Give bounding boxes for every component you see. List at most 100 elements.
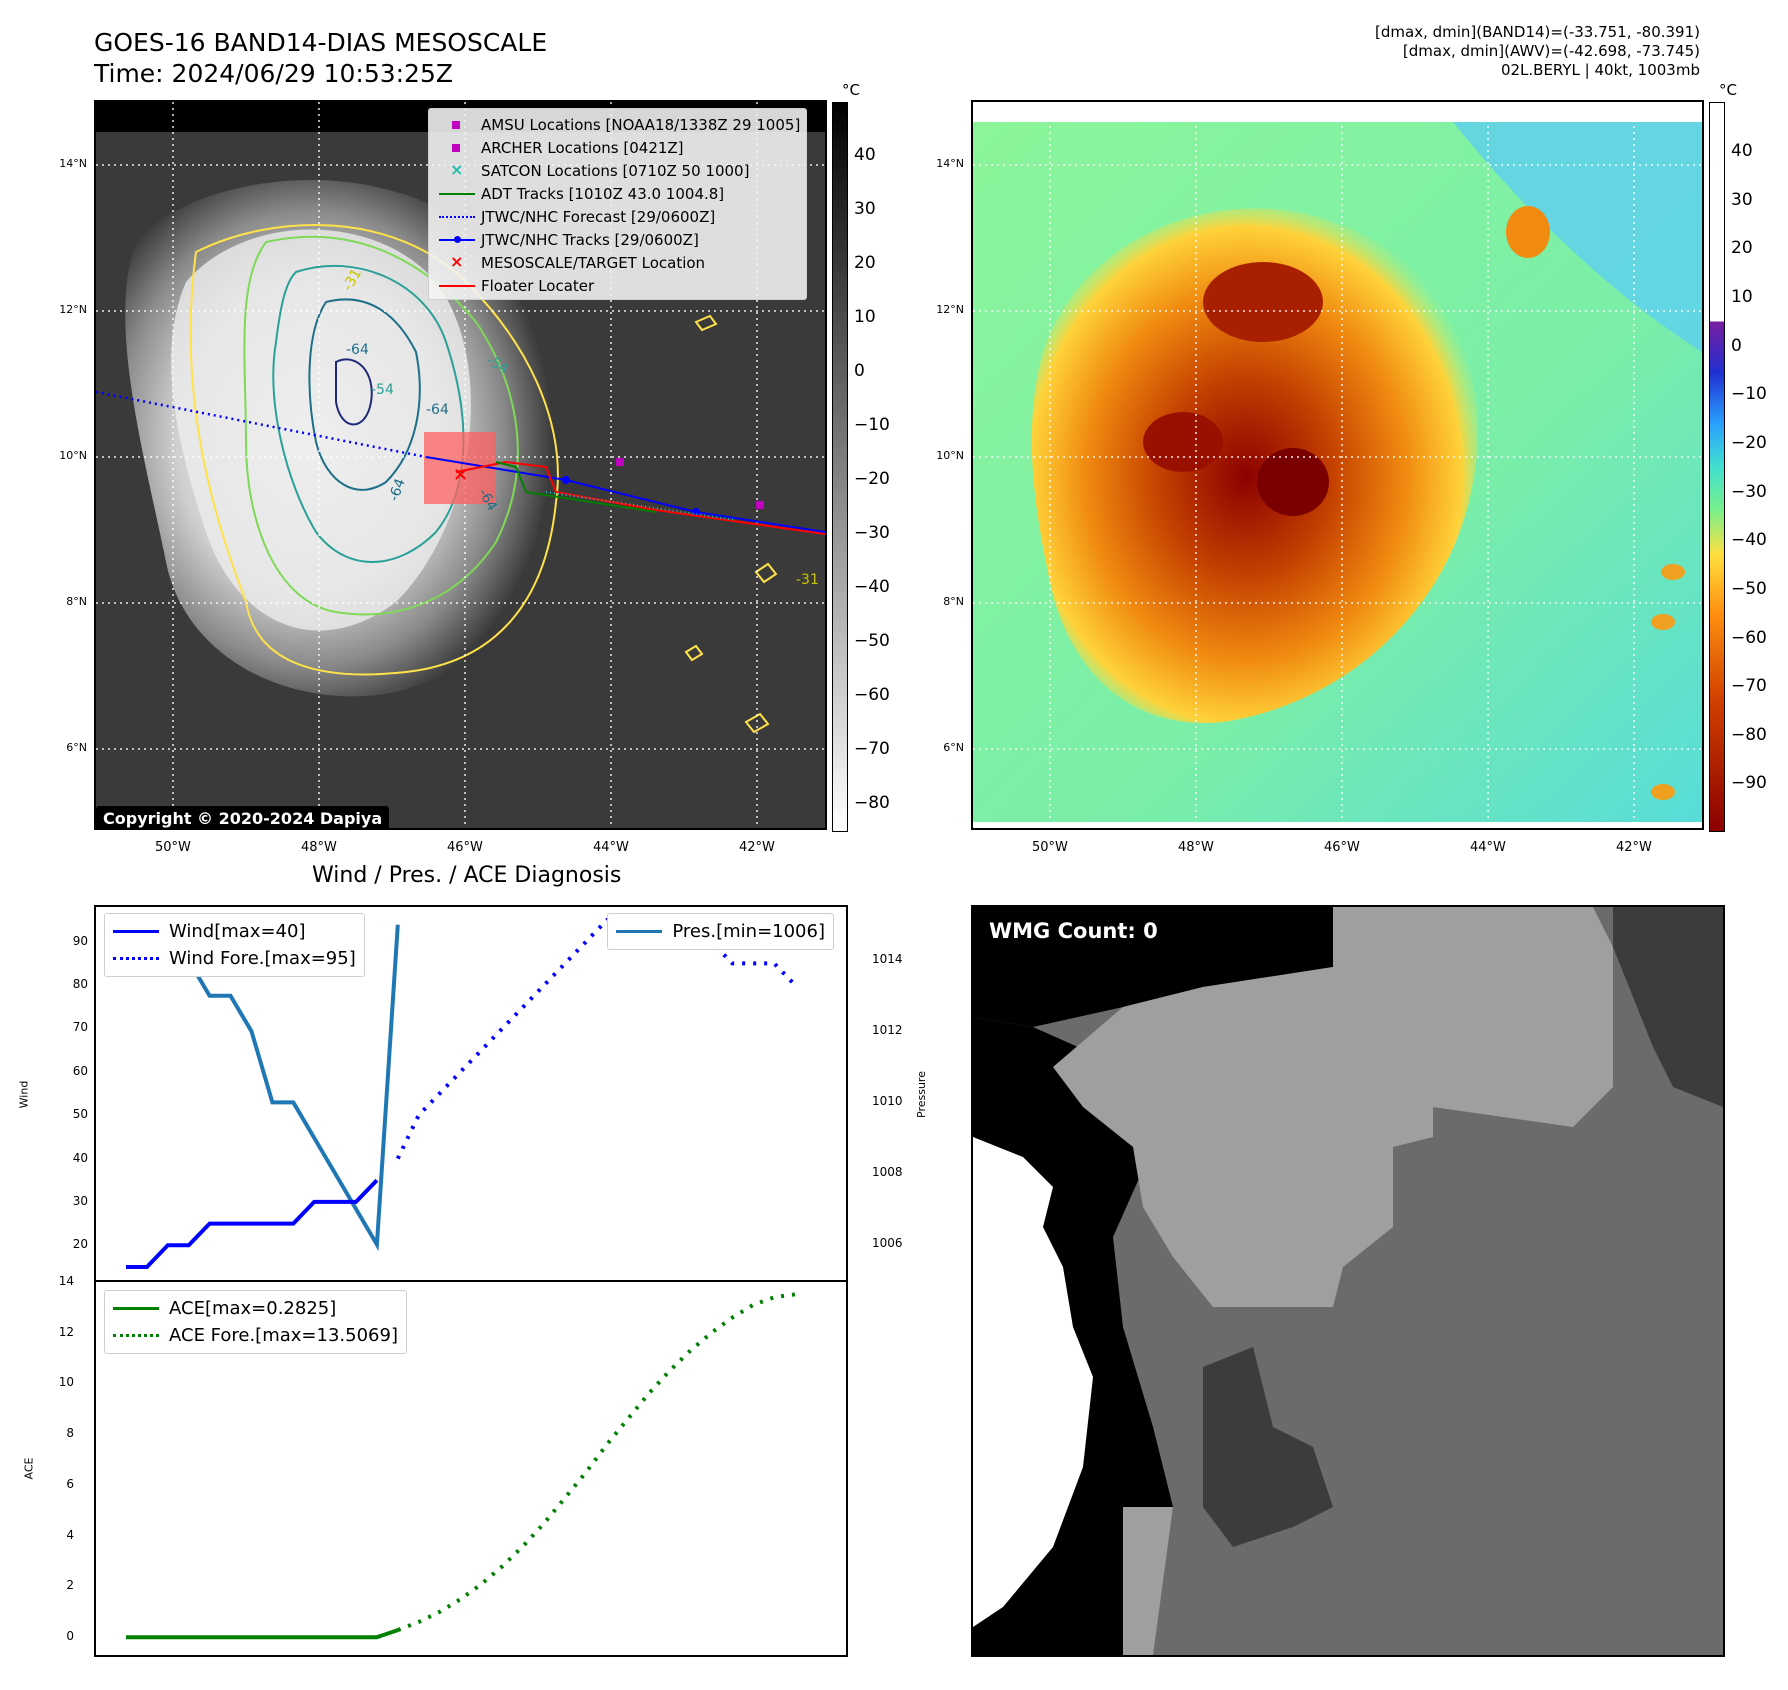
lon-label-46w: 46°W bbox=[447, 840, 483, 855]
wind-line bbox=[126, 1178, 379, 1269]
cb-right-label-10: 10 bbox=[1731, 287, 1753, 307]
r-lon-label-50w: 50°W bbox=[1032, 840, 1068, 855]
legend-item-satcon: × SATCON Locations [0710Z 50 1000] bbox=[450, 159, 750, 180]
colorbar-left bbox=[832, 102, 848, 832]
legend-wind: Wind[max=40] bbox=[113, 918, 356, 945]
ace-plot bbox=[126, 1292, 796, 1640]
ace-tick-10: 10 bbox=[58, 1375, 74, 1390]
lon-label-48w: 48°W bbox=[301, 840, 337, 855]
ace-chart: ACE[max=0.2825] ACE Fore.[max=13.5069] bbox=[94, 1280, 848, 1657]
cb-right-label-m10: −10 bbox=[1731, 384, 1767, 404]
ace-tick-12: 12 bbox=[58, 1324, 74, 1339]
lat-label-6n: 6°N bbox=[66, 741, 87, 754]
ir-map-panel: × AMSU Locations [NOAA18/1338Z 29 1005] … bbox=[94, 100, 827, 830]
ace-tick-8: 8 bbox=[66, 1426, 74, 1441]
cb-left-label-m30: −30 bbox=[854, 523, 890, 543]
pressure-tick-1010: 1010 bbox=[872, 1094, 903, 1109]
lat-label-12n: 12°N bbox=[59, 303, 87, 316]
cb-right-label-m50: −50 bbox=[1731, 579, 1767, 599]
lon-label-44w: 44°W bbox=[593, 840, 629, 855]
map-legend: AMSU Locations [NOAA18/1338Z 29 1005] AR… bbox=[428, 108, 808, 300]
lat-label-8n: 8°N bbox=[66, 595, 87, 608]
ace-tick-4: 4 bbox=[66, 1527, 74, 1542]
wind-tick-60: 60 bbox=[72, 1063, 88, 1078]
contour-label-4: -64 bbox=[426, 402, 449, 418]
cb-right-label-m20: −20 bbox=[1731, 433, 1767, 453]
lat-label-10n: 10°N bbox=[59, 449, 87, 462]
cb-left-label-m50: −50 bbox=[854, 631, 890, 651]
contour-label-5: -54 bbox=[371, 382, 394, 398]
ace-line bbox=[126, 1628, 399, 1640]
wmg-image bbox=[973, 907, 1723, 1655]
cb-right-label-m70: −70 bbox=[1731, 676, 1767, 696]
wind-tick-40: 40 bbox=[72, 1150, 88, 1165]
wind-axis-label: Wind bbox=[17, 1080, 31, 1109]
awv-map-image bbox=[973, 102, 1702, 828]
cb-left-label-0: 0 bbox=[854, 361, 865, 381]
map-title: GOES-16 BAND14-DIAS MESOSCALE Time: 2024… bbox=[94, 27, 547, 89]
ace-tick-14: 14 bbox=[58, 1274, 74, 1288]
r-lon-label-48w: 48°W bbox=[1178, 840, 1214, 855]
cb-right-label-m80: −80 bbox=[1731, 725, 1767, 745]
legend-ace: ACE[max=0.2825] bbox=[113, 1295, 398, 1322]
pressure-tick-1008: 1008 bbox=[872, 1165, 903, 1180]
cb-right-label-30: 30 bbox=[1731, 190, 1753, 210]
cb-right-label-20: 20 bbox=[1731, 238, 1753, 258]
ace-tick-0: 0 bbox=[66, 1629, 74, 1644]
wind-pressure-chart: Wind[max=40] Wind Fore.[max=95] Pres.[mi… bbox=[94, 905, 848, 1282]
cb-left-label-30: 30 bbox=[854, 199, 876, 219]
stats-line-2: [dmax, dmin](AWV)=(-42.698, -73.745) bbox=[1402, 42, 1700, 60]
wmg-count-label: WMG Count: 0 bbox=[989, 919, 1158, 943]
legend-item-tracks: JTWC/NHC Tracks [29/0600Z] bbox=[435, 228, 800, 251]
cb-right-label-m30: −30 bbox=[1731, 482, 1767, 502]
wind-tick-30: 30 bbox=[72, 1193, 88, 1208]
cb-right-label-0: 0 bbox=[1731, 336, 1742, 356]
contour-label-8: -31 bbox=[796, 572, 819, 588]
cb-left-label-m10: −10 bbox=[854, 415, 890, 435]
pressure-tick-1006: 1006 bbox=[872, 1236, 903, 1251]
cb-left-label-m40: −40 bbox=[854, 577, 890, 597]
r-lon-label-46w: 46°W bbox=[1324, 840, 1360, 855]
r-lat-label-6n: 6°N bbox=[943, 741, 964, 754]
pressure-tick-1014: 1014 bbox=[872, 952, 903, 967]
cb-left-label-m60: −60 bbox=[854, 685, 890, 705]
contour-label-3: -64 bbox=[346, 342, 369, 358]
legend-pressure: Pres.[min=1006] bbox=[616, 918, 825, 945]
legend-item-archer: ARCHER Locations [0421Z] bbox=[435, 136, 800, 159]
awv-map-panel bbox=[971, 100, 1704, 830]
wmg-panel: WMG Count: 0 bbox=[971, 905, 1725, 1657]
cb-left-label-20: 20 bbox=[854, 253, 876, 273]
cb-right-label-m40: −40 bbox=[1731, 530, 1767, 550]
lon-label-42w: 42°W bbox=[739, 840, 775, 855]
cb-right-label-m90: −90 bbox=[1731, 773, 1767, 793]
cb-left-label-m20: −20 bbox=[854, 469, 890, 489]
r-lat-label-8n: 8°N bbox=[943, 595, 964, 608]
ace-axis-label: ACE bbox=[22, 1457, 36, 1480]
legend-item-forecast: JTWC/NHC Forecast [29/0600Z] bbox=[435, 205, 800, 228]
cb-right-label-40: 40 bbox=[1731, 141, 1753, 161]
colorbar-right bbox=[1709, 102, 1725, 832]
wind-tick-90: 90 bbox=[72, 933, 88, 948]
r-lat-label-10n: 10°N bbox=[936, 449, 964, 462]
copyright-badge: Copyright © 2020-2024 Dapiya bbox=[96, 806, 390, 828]
ace-forecast-line bbox=[397, 1292, 796, 1632]
pressure-legend: Pres.[min=1006] bbox=[607, 913, 834, 950]
cb-left-label-m80: −80 bbox=[854, 793, 890, 813]
wind-tick-20: 20 bbox=[72, 1237, 88, 1252]
stats-block: [dmax, dmin](BAND14)=(-33.751, -80.391) … bbox=[1375, 23, 1700, 80]
stats-line-3: 02L.BERYL | 40kt, 1003mb bbox=[1500, 61, 1700, 79]
r-lat-label-14n: 14°N bbox=[936, 157, 964, 170]
pressure-axis-label: Pressure bbox=[914, 1071, 928, 1118]
lat-label-14n: 14°N bbox=[59, 157, 87, 170]
legend-wind-fore: Wind Fore.[max=95] bbox=[113, 945, 356, 972]
legend-item-floater: Floater Locater bbox=[435, 274, 800, 297]
cb-left-label-m70: −70 bbox=[854, 739, 890, 759]
wind-tick-50: 50 bbox=[72, 1107, 88, 1122]
legend-ace-fore: ACE Fore.[max=13.5069] bbox=[113, 1322, 398, 1349]
ace-legend: ACE[max=0.2825] ACE Fore.[max=13.5069] bbox=[104, 1290, 407, 1354]
legend-item-target: × MESOSCALE/TARGET Location bbox=[450, 251, 706, 272]
svg-text:×: × bbox=[453, 464, 468, 485]
r-lon-label-44w: 44°W bbox=[1470, 840, 1506, 855]
wind-tick-70: 70 bbox=[72, 1020, 88, 1035]
cb-right-label-m60: −60 bbox=[1731, 628, 1767, 648]
